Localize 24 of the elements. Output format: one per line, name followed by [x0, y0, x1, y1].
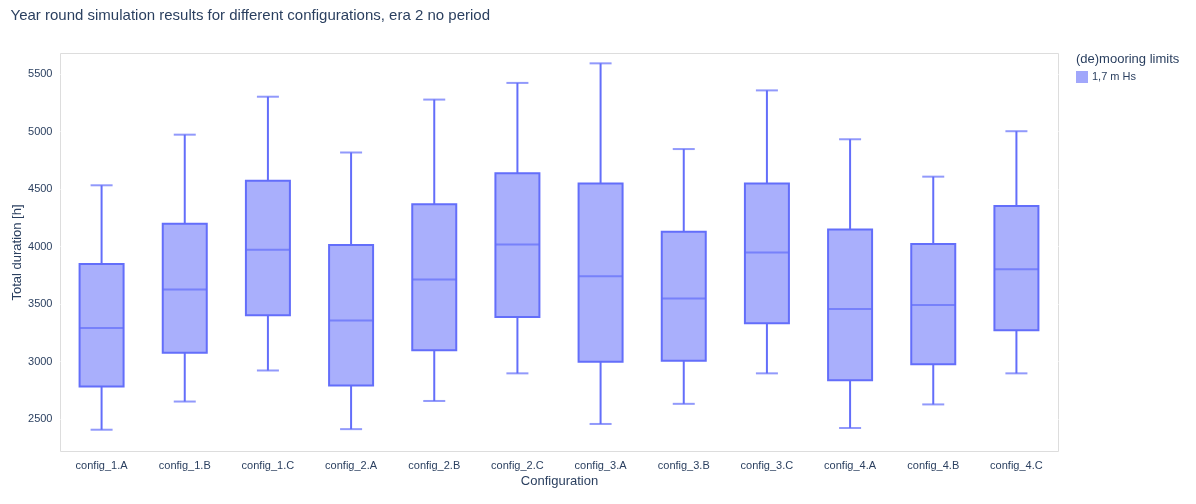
y-tick-label: 2500 [28, 412, 53, 425]
chart-title: Year round simulation results for different configurations, era 2 no period [10, 6, 490, 23]
x-axis-title: Configuration [520, 472, 599, 488]
x-tick-label: config_3.A [574, 458, 628, 471]
x-tick-label: config_2.A [325, 458, 378, 471]
y-tick-label: 5000 [28, 124, 53, 137]
x-tick-label: config_3.C [740, 458, 794, 471]
legend-title: (de)mooring limits [1076, 51, 1180, 66]
x-tick-label: config_4.B [907, 458, 960, 471]
y-tick-label: 4000 [28, 239, 53, 252]
x-tick-label: config_1.C [241, 458, 295, 471]
x-tick-label: config_1.A [75, 458, 129, 471]
x-tick-label: config_4.C [990, 458, 1043, 471]
y-tick-label: 3000 [28, 354, 53, 367]
x-tick-label: config_1.B [158, 458, 211, 471]
y-tick-label: 4500 [28, 182, 53, 195]
y-tick-label: 5500 [28, 67, 53, 80]
x-tick-label: config_2.B [408, 458, 461, 471]
y-axis-title: Total duration [h] [9, 204, 25, 301]
y-tick-label: 3500 [28, 297, 53, 310]
legend-label: 1,7 m Hs [1092, 70, 1137, 82]
x-tick-label: config_4.A [824, 458, 877, 471]
x-tick-label: config_3.B [657, 458, 710, 471]
x-tick-label: config_2.C [491, 458, 544, 471]
